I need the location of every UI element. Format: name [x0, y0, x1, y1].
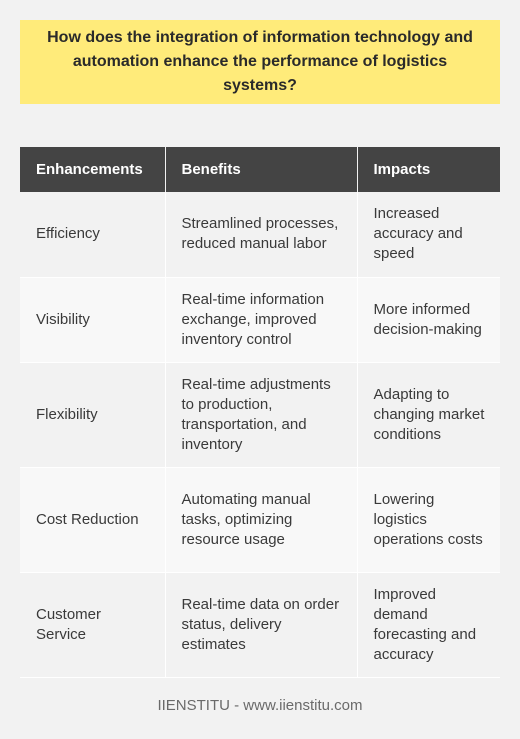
benefit-cell: Automating manual tasks, optimizing reso… — [165, 467, 358, 573]
column-header-enhancements: Enhancements — [20, 147, 166, 192]
table-row: Cost Reduction Automating manual tasks, … — [20, 467, 500, 573]
impact-cell: Improved demand forecasting and accuracy — [357, 572, 500, 678]
benefit-cell: Real-time information exchange, improved… — [165, 277, 358, 363]
table-row: Flexibility Real-time adjustments to pro… — [20, 362, 500, 468]
impact-cell: Increased accuracy and speed — [357, 192, 500, 278]
question-box: How does the integration of information … — [20, 20, 500, 104]
benefit-cell: Real-time data on order status, delivery… — [165, 572, 358, 678]
table-row: Customer Service Real-time data on order… — [20, 572, 500, 678]
impact-cell: More informed decision-making — [357, 277, 500, 363]
enhancement-cell: Efficiency — [20, 192, 166, 278]
impact-cell: Adapting to changing market conditions — [357, 362, 500, 468]
column-header-impacts: Impacts — [357, 147, 500, 192]
column-header-benefits: Benefits — [165, 147, 358, 192]
impact-cell: Lowering logistics operations costs — [357, 467, 500, 573]
footer-credit: IIENSTITU - www.iienstitu.com — [157, 697, 363, 714]
question-text: How does the integration of information … — [47, 29, 473, 94]
enhancement-cell: Customer Service — [20, 572, 166, 678]
comparison-table: Enhancements Benefits Impacts Efficiency… — [20, 147, 500, 678]
table-row: Efficiency Streamlined processes, reduce… — [20, 192, 500, 278]
enhancement-cell: Flexibility — [20, 362, 166, 468]
table-row: Visibility Real-time information exchang… — [20, 277, 500, 363]
benefit-cell: Streamlined processes, reduced manual la… — [165, 192, 358, 278]
benefit-cell: Real-time adjustments to production, tra… — [165, 362, 358, 468]
table-header-row: Enhancements Benefits Impacts — [20, 147, 500, 192]
enhancement-cell: Cost Reduction — [20, 467, 166, 573]
enhancement-cell: Visibility — [20, 277, 166, 363]
